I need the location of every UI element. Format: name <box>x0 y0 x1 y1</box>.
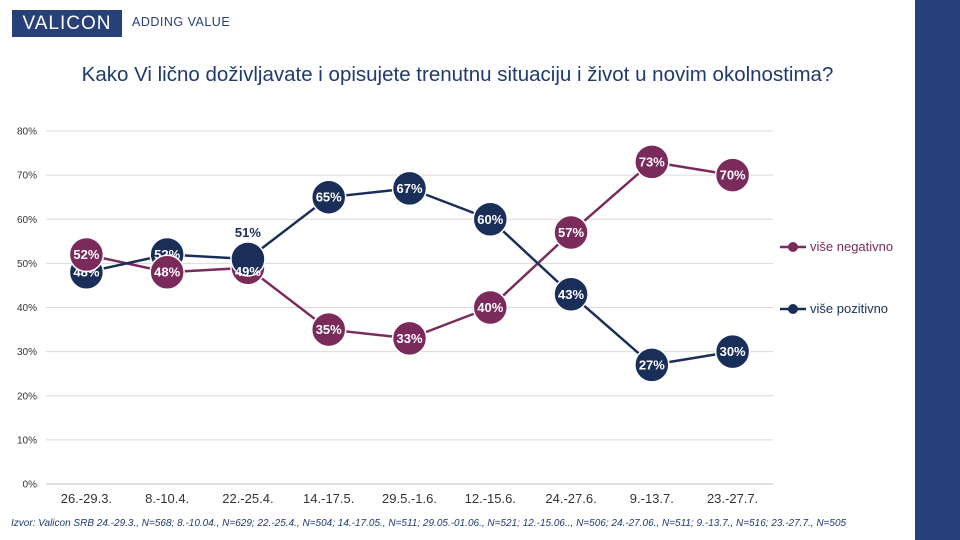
y-tick-label: 80% <box>17 127 37 138</box>
data-point-negative <box>472 289 509 326</box>
data-point-negative <box>310 311 347 348</box>
data-label: 43% <box>558 287 584 302</box>
legend-marker-positive <box>780 304 806 314</box>
data-label: 67% <box>396 181 422 196</box>
data-label: 35% <box>316 322 342 337</box>
y-tick-label: 0% <box>23 480 38 491</box>
data-point-positive <box>553 276 589 313</box>
y-tick-label: 50% <box>17 259 37 270</box>
data-label: 60% <box>477 212 503 227</box>
y-tick-label: 10% <box>17 435 37 446</box>
data-label: 52% <box>73 247 99 262</box>
data-point-positive <box>634 347 670 383</box>
x-tick-label: 12.-15.6. <box>465 491 516 506</box>
data-point-negative <box>391 320 428 357</box>
x-tick-label: 9.-13.7. <box>630 491 674 506</box>
y-tick-label: 30% <box>17 347 37 358</box>
data-label: 49% <box>235 264 261 279</box>
legend-label-negative: više negativno <box>810 239 894 254</box>
data-point-negative <box>714 157 751 193</box>
x-tick-label: 29.5.-1.6. <box>382 491 437 506</box>
legend-label-positive: više pozitivno <box>810 301 889 316</box>
data-label: 51% <box>235 225 261 240</box>
valicon-logo: VALICON <box>12 10 122 37</box>
line-chart: 0% 10% 20% 30% 40% 50% 60% 70% 80% 26.-29.3. 8.-10… <box>17 127 773 506</box>
data-point-negative <box>149 254 185 290</box>
data-label: 70% <box>720 168 746 183</box>
data-point-positive <box>714 333 751 370</box>
source-note: Izvor: Valicon SRB 24.-29.3., N=568; 8.-… <box>11 518 847 529</box>
y-tick-label: 40% <box>17 303 37 314</box>
x-tick-label: 8.-10.4. <box>145 491 189 506</box>
y-tick-label: 60% <box>17 215 37 226</box>
x-tick-label: 26.-29.3. <box>61 491 112 506</box>
y-tick-label: 70% <box>17 171 37 182</box>
data-label: 30% <box>720 344 746 359</box>
x-tick-label: 24.-27.6. <box>545 491 596 506</box>
side-accent-bar <box>915 0 960 540</box>
x-tick-label: 23.-27.7. <box>707 491 758 506</box>
chart-title: Kako Vi lično doživljavate i opisujete t… <box>81 63 834 86</box>
data-point-positive <box>310 179 347 215</box>
data-label: 57% <box>558 225 584 240</box>
x-tick-label: 14.-17.5. <box>303 491 354 506</box>
data-label: 48% <box>154 265 180 280</box>
data-label: 27% <box>639 357 665 372</box>
data-point-negative <box>634 144 670 180</box>
tagline: ADDING VALUE <box>132 15 231 29</box>
data-point-negative <box>553 214 589 251</box>
legend-marker-negative <box>780 242 806 252</box>
data-label: 33% <box>396 331 422 346</box>
data-point-negative <box>68 236 105 273</box>
data-point-positive <box>391 170 428 207</box>
data-point-positive <box>472 201 509 237</box>
data-label: 65% <box>316 190 342 205</box>
data-point-positive <box>230 241 266 277</box>
data-label: 73% <box>639 154 665 169</box>
x-tick-label: 22.-25.4. <box>222 491 273 506</box>
y-tick-label: 20% <box>17 391 37 402</box>
data-label: 40% <box>477 300 503 315</box>
